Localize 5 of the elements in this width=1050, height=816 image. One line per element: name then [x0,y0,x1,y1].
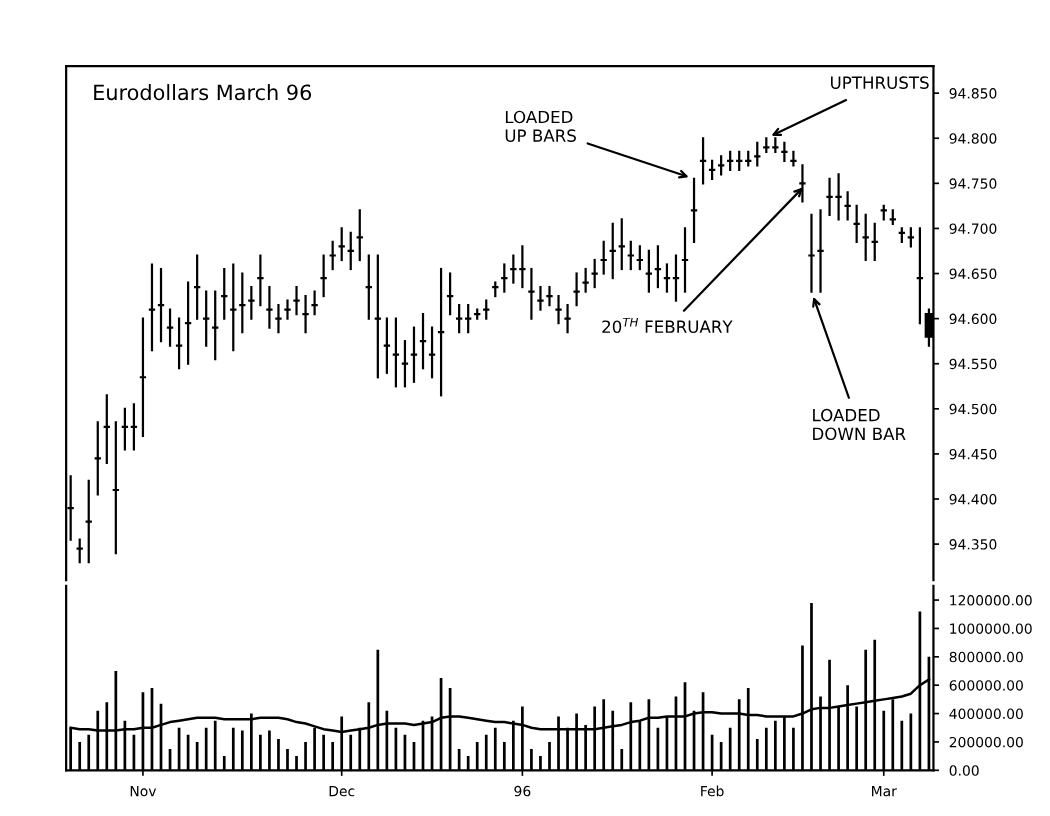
annotation: LOADED DOWN BAR [813,408,906,441]
annotation: 20$^{TH}$ FEBRUARY [602,317,733,333]
annotation: UPTHRUSTS [831,76,929,89]
text: Eurodollars March 96 [94,84,312,101]
annotation: LOADED UP BARS [505,110,576,142]
